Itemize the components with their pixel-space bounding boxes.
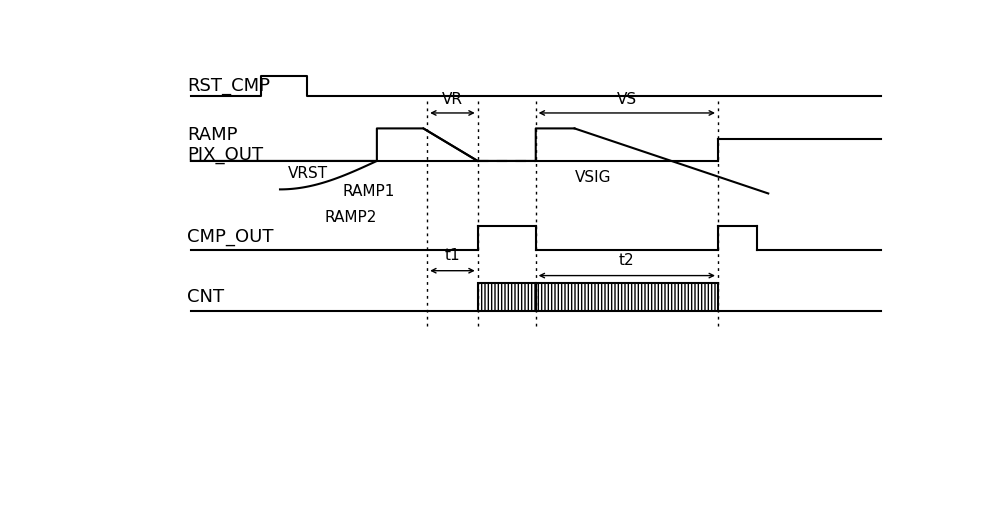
Text: PIX_OUT: PIX_OUT: [187, 146, 263, 164]
Text: RST_CMP: RST_CMP: [187, 77, 270, 95]
Text: VS: VS: [617, 92, 637, 107]
Bar: [478, 283, 536, 312]
Text: CNT: CNT: [187, 288, 224, 306]
Bar: [536, 283, 718, 312]
Text: VRST: VRST: [288, 166, 328, 181]
Text: t1: t1: [445, 248, 460, 263]
Text: RAMP1: RAMP1: [342, 184, 394, 199]
Text: RAMP2: RAMP2: [325, 210, 377, 225]
Text: t2: t2: [619, 253, 635, 268]
Text: CMP_OUT: CMP_OUT: [187, 229, 274, 247]
Text: VSIG: VSIG: [574, 169, 611, 185]
Text: VR: VR: [442, 92, 463, 107]
Text: RAMP: RAMP: [187, 126, 238, 144]
